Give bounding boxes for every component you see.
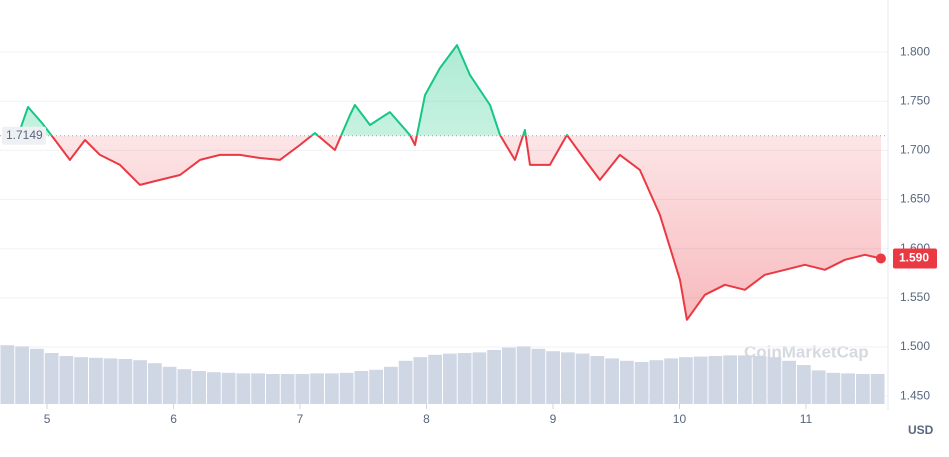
y-tick-label: 1.500 [900, 339, 930, 353]
x-tick-label: 11 [800, 412, 813, 426]
volume-bar [89, 357, 103, 404]
baseline-label-bg [2, 126, 46, 145]
volume-bar [354, 371, 369, 404]
x-tick-label: 5 [44, 412, 51, 426]
volume-bar [679, 357, 693, 404]
volume-bar [15, 346, 29, 404]
area-up [20, 45, 568, 136]
volume-bar [472, 352, 487, 404]
volume-bar [782, 360, 796, 404]
volume-bar [162, 366, 177, 404]
y-tick-label: 1.550 [900, 290, 930, 304]
volume-bar [752, 356, 767, 404]
volume-bar [605, 358, 619, 404]
last-point [875, 253, 886, 264]
volume-bar [634, 362, 649, 404]
volume-bar [870, 374, 885, 404]
volume-bar [443, 353, 457, 404]
x-tick-label: 6 [170, 412, 177, 426]
baseline-label: 1.7149 [6, 128, 43, 142]
volume-bar [693, 356, 708, 404]
volume-bar [664, 358, 678, 404]
volume-bar [0, 345, 15, 404]
volume-bar [738, 355, 752, 404]
volume-bar [133, 360, 147, 404]
volume-bar [325, 373, 339, 404]
volume-bar [103, 358, 118, 404]
volume-bar [192, 371, 206, 404]
volume-bar [457, 353, 472, 404]
volume-bar [649, 360, 664, 404]
volume-bar [295, 374, 310, 404]
volume-bar [280, 374, 295, 404]
x-tick-label: 7 [297, 412, 304, 426]
volume-bar [266, 374, 280, 404]
x-tick-label: 9 [550, 412, 557, 426]
y-tick-label: 1.450 [900, 388, 930, 402]
price-line-down [50, 135, 882, 321]
volume-bar [856, 374, 870, 404]
volume-bar [413, 357, 428, 404]
area-down [20, 135, 881, 320]
volume-bar [561, 352, 575, 404]
volume-bar [590, 356, 605, 404]
volume-bar [30, 348, 44, 404]
volume-bar [428, 354, 442, 404]
volume-bar [811, 370, 826, 404]
volume-bar [221, 372, 236, 404]
y-tick-label: 1.800 [900, 44, 930, 58]
volume-bar [797, 365, 811, 404]
y-tick-label: 1.700 [900, 143, 930, 157]
volume-bar [369, 369, 383, 404]
volume-bar [620, 360, 634, 404]
volume-bar [502, 347, 516, 404]
volume-bar [708, 356, 723, 404]
last-label-bg [893, 248, 937, 269]
volume-bar [59, 356, 74, 404]
volume-bar [384, 366, 398, 404]
volume-bar [531, 348, 546, 404]
volume-bar [841, 373, 855, 404]
x-tick-label: 10 [673, 412, 687, 426]
volume-bar [44, 353, 59, 404]
last-label: 1.590 [899, 251, 929, 265]
volume-bar [74, 357, 88, 404]
volume-bar [723, 355, 737, 404]
y-tick-label: 1.650 [900, 192, 930, 206]
volume-bar [207, 372, 221, 404]
volume-bar [339, 372, 354, 404]
volume-bar [148, 363, 162, 404]
volume-bar [118, 359, 133, 404]
volume-bar [516, 346, 531, 404]
price-line-up [19, 44, 569, 136]
volume-bar [177, 369, 192, 404]
volume-bar [251, 373, 265, 404]
volume-bar [575, 353, 590, 404]
volume-bar [236, 373, 251, 404]
volume-bar [826, 372, 841, 404]
volume-bar [310, 373, 324, 404]
volume-bar [398, 360, 413, 404]
volume-bar [767, 357, 782, 404]
x-tick-label: 8 [423, 412, 430, 426]
volume-bar [487, 350, 501, 404]
volume-bar [546, 351, 560, 404]
currency-label: USD [908, 423, 934, 437]
y-tick-label: 1.750 [900, 93, 930, 107]
